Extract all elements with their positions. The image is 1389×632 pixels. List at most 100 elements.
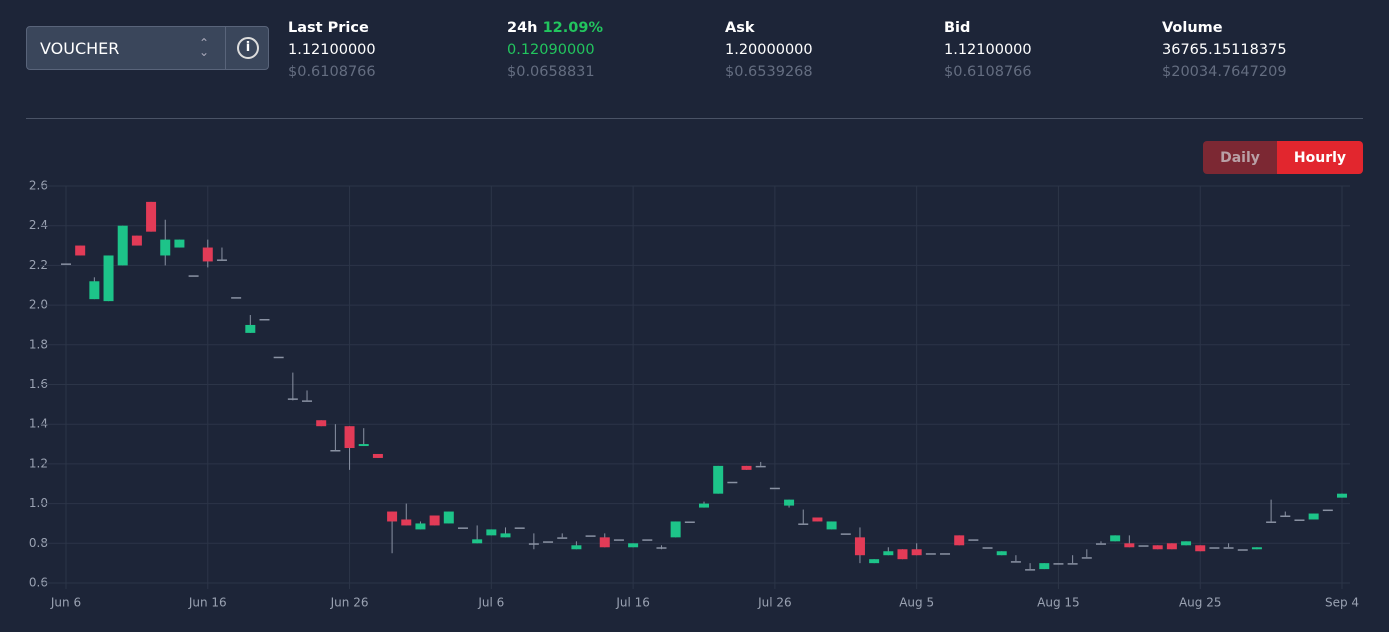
candle-body (174, 239, 185, 248)
x-tick-label: Sep 4 (1325, 596, 1359, 610)
candle-body (273, 356, 284, 359)
x-tick-label: Aug 5 (899, 596, 934, 610)
candle-body (1152, 545, 1163, 550)
candle-body (670, 521, 681, 538)
candle-body (812, 517, 823, 522)
pair-selector[interactable]: VOUCHER ⌃ ⌄ i (26, 26, 269, 70)
candle-body (557, 537, 568, 539)
hourly-button[interactable]: Hourly (1277, 141, 1363, 174)
candle-body (854, 537, 865, 556)
candle-body (1067, 563, 1078, 565)
candle-body (1294, 519, 1305, 521)
candle-body (1181, 541, 1192, 546)
x-tick-label: Aug 25 (1179, 596, 1222, 610)
candle-body (89, 281, 100, 300)
selector-text: VOUCHER (40, 39, 120, 58)
candle-body (344, 426, 355, 449)
stat-label-row: Bid (944, 17, 1032, 39)
y-tick-label: 0.8 (29, 536, 48, 550)
candle-body (784, 499, 795, 506)
candle-body (571, 545, 582, 550)
candle-body (684, 521, 695, 523)
candle-body (968, 539, 979, 541)
stat-label: Ask (725, 20, 755, 36)
candle-body (1124, 543, 1135, 548)
stat-value: 1.20000000 (725, 42, 813, 58)
stat-usd: $0.6108766 (288, 64, 376, 80)
candle-body (514, 527, 525, 529)
candle-body (358, 444, 369, 447)
x-tick-label: Jul 6 (477, 596, 504, 610)
candle-body (202, 247, 213, 262)
x-tick-label: Aug 15 (1037, 596, 1080, 610)
candle-body (1025, 569, 1036, 571)
candle-body (287, 398, 298, 400)
stat-label: Bid (944, 20, 971, 36)
stat: Volume 36765.15118375 $20034.7647209 (1162, 17, 1287, 83)
candle-body (372, 453, 383, 458)
selector-arrows: ⌃ ⌄ (199, 36, 210, 59)
candle-body (840, 533, 851, 535)
candle-body (1110, 535, 1121, 542)
candle-body (727, 481, 738, 484)
candle-body (103, 255, 114, 302)
candle-body (1138, 545, 1149, 547)
y-tick-label: 1.4 (29, 417, 48, 431)
stat-label-row: Last Price (288, 17, 376, 39)
candle-body (330, 450, 341, 452)
candle-body (316, 420, 327, 427)
stat-value: 1.12100000 (944, 42, 1032, 58)
x-tick-label: Jun 6 (50, 596, 81, 610)
candle-body (826, 521, 837, 530)
y-tick-label: 2.4 (29, 218, 48, 232)
candle-body (1223, 547, 1234, 549)
candle-body (1280, 515, 1291, 518)
stat-label-row: Ask (725, 17, 813, 39)
stat-label-row: 24h 12.09% (507, 17, 603, 39)
candle-body (1010, 561, 1021, 563)
candle-body (188, 275, 199, 277)
candle-body (259, 318, 270, 321)
candle-body (585, 535, 596, 537)
candle-body (245, 324, 256, 333)
x-tick-label: Jun 16 (188, 596, 227, 610)
candle-body (472, 539, 483, 544)
candle-body (982, 547, 993, 549)
y-tick-label: 2.6 (29, 179, 48, 193)
candle-body (1308, 513, 1319, 520)
candle-body (1237, 549, 1248, 551)
candle-body (1322, 509, 1333, 512)
y-tick-label: 0.6 (29, 576, 48, 590)
candle-body (528, 543, 539, 545)
candle-body (302, 400, 313, 402)
candle-body (755, 465, 766, 468)
candle-body (713, 465, 724, 494)
stat: Bid 1.12100000 $0.6108766 (944, 17, 1032, 83)
candle-body (656, 547, 667, 549)
y-tick-label: 2.0 (29, 298, 48, 312)
stat-value: 1.12100000 (288, 42, 376, 58)
candle-body (954, 535, 965, 546)
candle-body (911, 549, 922, 556)
info-button[interactable]: i (225, 27, 270, 69)
candle-body (75, 245, 86, 256)
y-tick-label: 2.2 (29, 258, 48, 272)
candle-body (500, 533, 511, 538)
candle-body (925, 553, 936, 555)
candle-body (897, 549, 908, 560)
stat: Ask 1.20000000 $0.6539268 (725, 17, 813, 83)
candle-body (1053, 563, 1064, 565)
candle-body (613, 539, 624, 541)
stat-label: Volume (1162, 20, 1223, 36)
stat-usd: $0.6539268 (725, 64, 813, 80)
candle-body (741, 465, 752, 470)
candle-body (1195, 545, 1206, 552)
candle-body (628, 543, 639, 548)
candle-body (642, 539, 653, 541)
daily-button[interactable]: Daily (1203, 141, 1277, 174)
candle-body (216, 259, 227, 261)
candle-body (869, 559, 880, 564)
stat-usd: $20034.7647209 (1162, 64, 1287, 80)
candle-body (117, 225, 128, 266)
candle-body (231, 297, 242, 299)
